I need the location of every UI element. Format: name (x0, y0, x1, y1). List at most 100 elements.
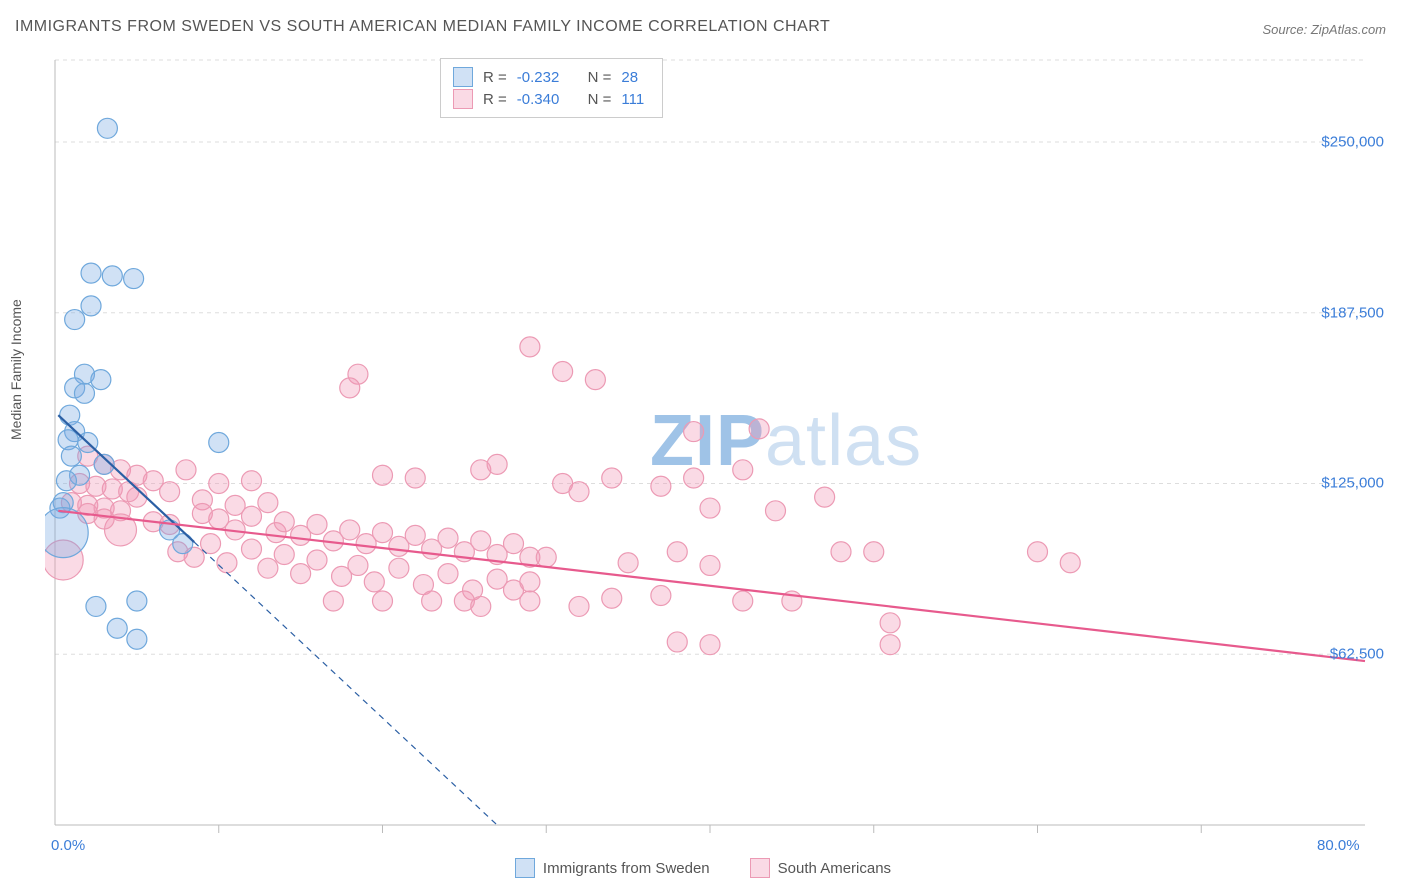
point-sweden (86, 596, 106, 616)
swatch-sweden (453, 67, 473, 87)
point-sweden (65, 310, 85, 330)
point-south_americans (209, 473, 229, 493)
point-sweden (102, 266, 122, 286)
point-south_americans (422, 591, 442, 611)
point-south_americans (242, 539, 262, 559)
point-sweden (74, 383, 94, 403)
legend-label-south_americans: South Americans (778, 860, 891, 877)
y-tick-label: $250,000 (1321, 133, 1384, 150)
point-south_americans (438, 564, 458, 584)
point-south_americans (520, 591, 540, 611)
x-tick-label: 0.0% (51, 837, 85, 854)
y-tick-label: $125,000 (1321, 475, 1384, 492)
point-sweden (124, 269, 144, 289)
point-sweden (61, 446, 81, 466)
legend-item-sweden: Immigrants from Sweden (515, 858, 710, 878)
point-south_americans (258, 558, 278, 578)
point-sweden (45, 508, 88, 558)
point-south_americans (405, 525, 425, 545)
x-tick-label: 80.0% (1317, 837, 1360, 854)
r-value-south_americans: -0.340 (517, 91, 560, 108)
legend-item-south_americans: South Americans (750, 858, 891, 878)
point-south_americans (160, 482, 180, 502)
point-south_americans (864, 542, 884, 562)
point-south_americans (217, 553, 237, 573)
point-south_americans (323, 591, 343, 611)
point-south_americans (373, 523, 393, 543)
series-legend: Immigrants from Sweden South Americans (0, 858, 1406, 878)
legend-label-sweden: Immigrants from Sweden (543, 860, 710, 877)
point-sweden (81, 263, 101, 283)
legend-swatch-south_americans (750, 858, 770, 878)
point-sweden (91, 370, 111, 390)
point-south_americans (667, 542, 687, 562)
point-south_americans (831, 542, 851, 562)
legend-swatch-sweden (515, 858, 535, 878)
point-south_americans (700, 555, 720, 575)
point-south_americans (471, 531, 491, 551)
point-south_americans (373, 591, 393, 611)
point-sweden (97, 118, 117, 138)
point-south_americans (94, 509, 114, 529)
point-sweden (56, 471, 76, 491)
stats-row-sweden: R =-0.232 N =28 (453, 67, 644, 87)
point-south_americans (520, 337, 540, 357)
stats-legend: R =-0.232 N =28R =-0.340 N =111 (440, 58, 663, 118)
point-south_americans (504, 534, 524, 554)
r-label: R = (483, 91, 507, 108)
point-south_americans (733, 591, 753, 611)
y-tick-label: $187,500 (1321, 304, 1384, 321)
point-south_americans (700, 635, 720, 655)
point-south_americans (618, 553, 638, 573)
point-south_americans (815, 487, 835, 507)
point-south_americans (569, 482, 589, 502)
n-label: N = (588, 91, 612, 108)
point-south_americans (602, 588, 622, 608)
scatter-chart (45, 55, 1385, 835)
point-south_americans (585, 370, 605, 390)
y-tick-label: $62,500 (1330, 646, 1384, 663)
point-south_americans (700, 498, 720, 518)
point-sweden (127, 591, 147, 611)
point-south_americans (651, 586, 671, 606)
source-label: Source: ZipAtlas.com (1262, 22, 1386, 37)
point-south_americans (667, 632, 687, 652)
point-south_americans (651, 476, 671, 496)
point-south_americans (602, 468, 622, 488)
point-south_americans (340, 520, 360, 540)
page-title: IMMIGRANTS FROM SWEDEN VS SOUTH AMERICAN… (15, 18, 830, 36)
point-south_americans (405, 468, 425, 488)
stats-row-south_americans: R = -0.340 N = 111 (453, 89, 644, 109)
point-sweden (81, 296, 101, 316)
n-label: N = (588, 69, 612, 86)
point-south_americans (307, 514, 327, 534)
r-label: R = (483, 69, 507, 86)
point-south_americans (176, 460, 196, 480)
point-south_americans (749, 419, 769, 439)
point-south_americans (1060, 553, 1080, 573)
point-south_americans (242, 506, 262, 526)
point-south_americans (880, 635, 900, 655)
y-axis-label: Median Family Income (8, 299, 24, 440)
point-sweden (127, 629, 147, 649)
point-south_americans (258, 493, 278, 513)
point-south_americans (274, 545, 294, 565)
point-south_americans (471, 596, 491, 616)
point-south_americans (438, 528, 458, 548)
point-south_americans (766, 501, 786, 521)
point-south_americans (340, 378, 360, 398)
point-south_americans (127, 487, 147, 507)
point-south_americans (1028, 542, 1048, 562)
r-value-sweden: -0.232 (517, 69, 560, 86)
point-south_americans (569, 596, 589, 616)
point-south_americans (389, 558, 409, 578)
swatch-south_americans (453, 89, 473, 109)
point-south_americans (307, 550, 327, 570)
point-south_americans (364, 572, 384, 592)
point-south_americans (520, 572, 540, 592)
point-south_americans (733, 460, 753, 480)
n-value-south_americans: 111 (621, 91, 644, 108)
point-south_americans (684, 422, 704, 442)
point-south_americans (553, 361, 573, 381)
point-south_americans (487, 454, 507, 474)
